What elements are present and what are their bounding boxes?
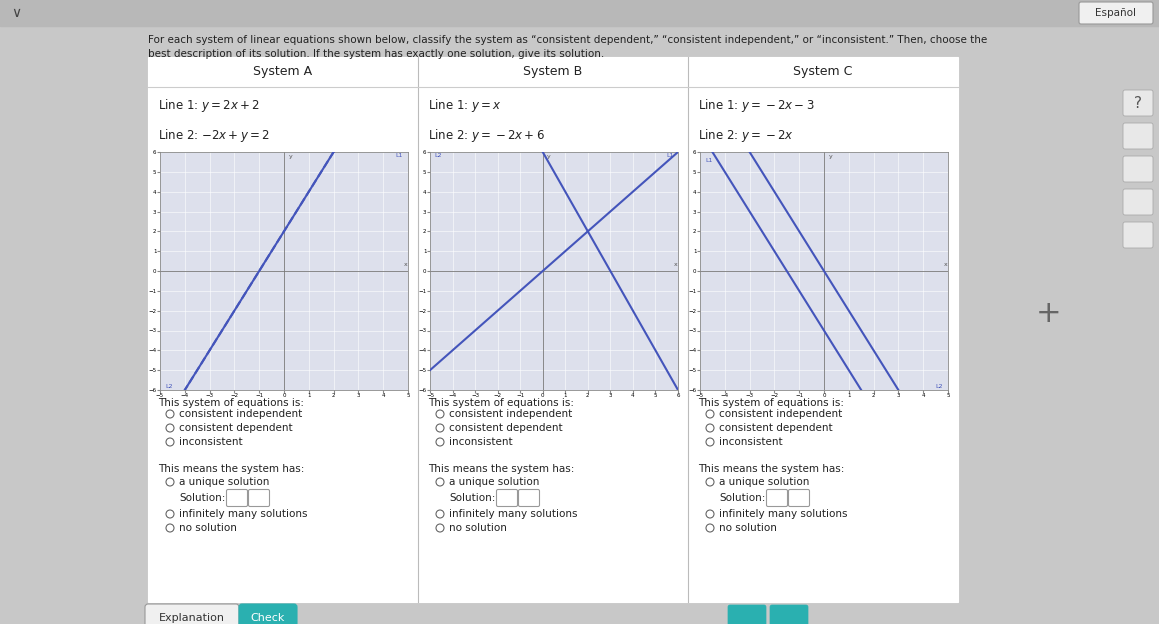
Text: x: x	[945, 262, 948, 267]
Text: L1: L1	[705, 158, 713, 163]
FancyBboxPatch shape	[145, 604, 239, 624]
Text: consistent dependent: consistent dependent	[449, 423, 562, 433]
Text: Line 2: $y = -2x+6$: Line 2: $y = -2x+6$	[428, 127, 545, 144]
FancyBboxPatch shape	[496, 489, 518, 507]
Text: L2: L2	[165, 384, 173, 389]
Text: For each system of linear equations shown below, classify the system as “consist: For each system of linear equations show…	[148, 35, 987, 45]
Text: inconsistent: inconsistent	[449, 437, 512, 447]
FancyBboxPatch shape	[1123, 222, 1153, 248]
Text: Español: Español	[1095, 8, 1137, 18]
Text: x: x	[404, 262, 408, 267]
Text: Check: Check	[250, 613, 285, 623]
Text: y: y	[829, 154, 832, 159]
FancyBboxPatch shape	[226, 489, 248, 507]
Text: Solution:: Solution:	[449, 493, 495, 503]
FancyBboxPatch shape	[1123, 123, 1153, 149]
Text: System C: System C	[793, 66, 853, 79]
Text: consistent independent: consistent independent	[719, 409, 843, 419]
Text: Line 2: $-2x+y = 2$: Line 2: $-2x+y = 2$	[158, 127, 270, 144]
Text: consistent independent: consistent independent	[449, 409, 573, 419]
Text: a unique solution: a unique solution	[719, 477, 809, 487]
Text: consistent independent: consistent independent	[178, 409, 302, 419]
Text: This means the system has:: This means the system has:	[698, 464, 845, 474]
Text: +: +	[1036, 300, 1062, 328]
FancyBboxPatch shape	[248, 489, 270, 507]
Text: y: y	[289, 154, 293, 159]
Text: Line 1: $y = -2x-3$: Line 1: $y = -2x-3$	[698, 97, 815, 114]
Text: This system of equations is:: This system of equations is:	[158, 398, 304, 408]
FancyBboxPatch shape	[728, 605, 766, 624]
Text: Solution:: Solution:	[719, 493, 765, 503]
FancyBboxPatch shape	[239, 604, 297, 624]
Text: L2: L2	[435, 153, 442, 158]
Bar	[148, 57, 958, 602]
Text: L2: L2	[935, 384, 943, 389]
Text: Solution:: Solution:	[178, 493, 225, 503]
Text: y: y	[547, 154, 551, 159]
Bar	[0, 0, 1159, 26]
Text: x: x	[675, 262, 678, 267]
FancyBboxPatch shape	[1079, 2, 1153, 24]
Text: infinitely many solutions: infinitely many solutions	[178, 509, 307, 519]
Text: no solution: no solution	[719, 523, 777, 533]
FancyBboxPatch shape	[518, 489, 539, 507]
Text: no solution: no solution	[449, 523, 506, 533]
FancyBboxPatch shape	[1123, 189, 1153, 215]
Text: ∨: ∨	[10, 6, 21, 20]
FancyBboxPatch shape	[770, 605, 808, 624]
Text: This means the system has:: This means the system has:	[428, 464, 575, 474]
Text: ?: ?	[1134, 95, 1142, 110]
FancyBboxPatch shape	[1123, 90, 1153, 116]
Text: This system of equations is:: This system of equations is:	[698, 398, 844, 408]
Text: L1: L1	[395, 153, 403, 158]
Text: best description of its solution. If the system has exactly one solution, give i: best description of its solution. If the…	[148, 49, 604, 59]
Text: consistent dependent: consistent dependent	[178, 423, 292, 433]
Text: consistent dependent: consistent dependent	[719, 423, 832, 433]
Text: Line 2: $y = -2x$: Line 2: $y = -2x$	[698, 127, 794, 144]
FancyBboxPatch shape	[766, 489, 787, 507]
Text: Line 1: $y = x$: Line 1: $y = x$	[428, 97, 502, 114]
Text: This means the system has:: This means the system has:	[158, 464, 305, 474]
FancyBboxPatch shape	[788, 489, 809, 507]
Text: a unique solution: a unique solution	[178, 477, 269, 487]
Text: infinitely many solutions: infinitely many solutions	[449, 509, 577, 519]
Text: Line 1: $y = 2x+2$: Line 1: $y = 2x+2$	[158, 97, 260, 114]
FancyBboxPatch shape	[1123, 156, 1153, 182]
Text: Explanation: Explanation	[159, 613, 225, 623]
Text: inconsistent: inconsistent	[178, 437, 242, 447]
Text: L1: L1	[666, 153, 673, 158]
Text: a unique solution: a unique solution	[449, 477, 539, 487]
Text: inconsistent: inconsistent	[719, 437, 782, 447]
Text: This system of equations is:: This system of equations is:	[428, 398, 574, 408]
Text: System B: System B	[524, 66, 583, 79]
Text: no solution: no solution	[178, 523, 236, 533]
Text: infinitely many solutions: infinitely many solutions	[719, 509, 847, 519]
Text: System A: System A	[254, 66, 313, 79]
